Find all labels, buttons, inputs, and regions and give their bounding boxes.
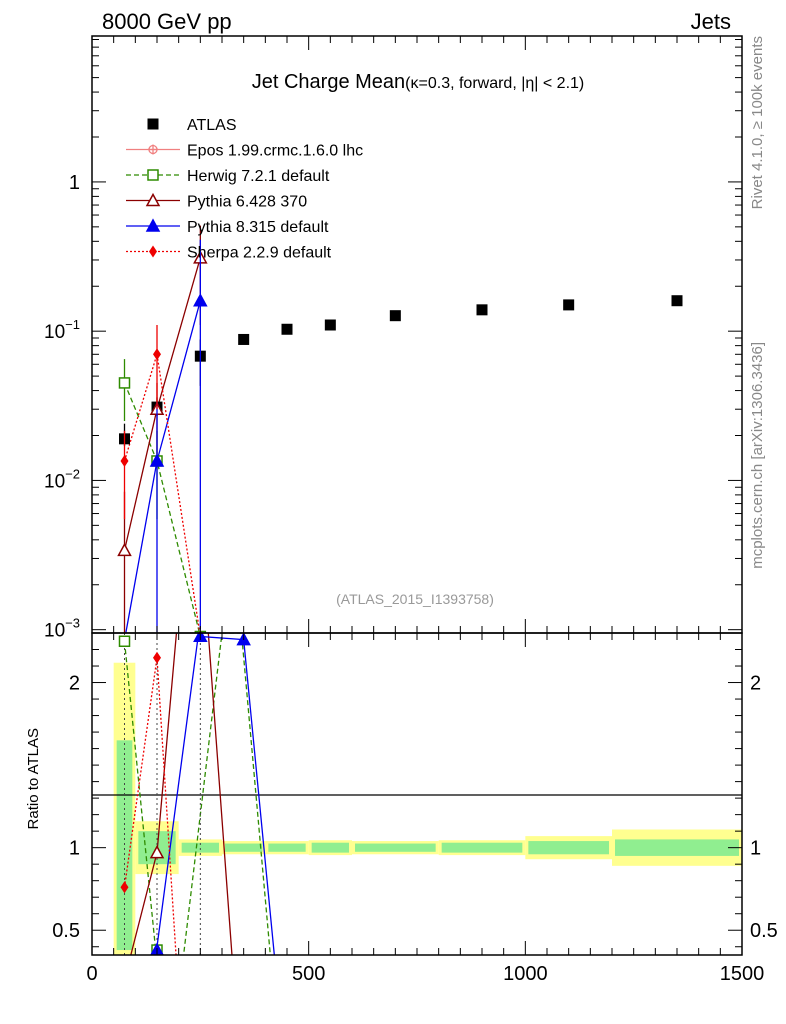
ratio-band-stat-7	[441, 842, 523, 853]
main-series-lines	[123, 257, 201, 633]
ratio-y-label: Ratio to ATLAS	[25, 728, 42, 829]
ratio-y-tick-label-left-1: 1	[69, 838, 80, 860]
main-point-atlas-9	[671, 295, 683, 307]
main-point-atlas-7	[476, 304, 488, 316]
ratio-band-stat-2	[181, 842, 219, 853]
main-point-atlas-3	[238, 333, 250, 345]
analysis-annotation: (ATLAS_2015_I1393758)	[336, 591, 494, 607]
ratio-series-markers	[118, 633, 251, 955]
main-series-markers	[117, 225, 683, 633]
ratio-point-sherpa-6	[120, 881, 129, 894]
ratio-y-tick-label-right-0.5: 0.5	[750, 920, 778, 942]
main-y-tick-label-1: 1	[69, 172, 80, 194]
ratio-line-pythia6	[130, 633, 233, 955]
legend-label-sherpa: Sherpa 2.2.9 default	[187, 245, 332, 262]
legend-marker-atlas	[147, 118, 159, 130]
main-point-herwig-0	[118, 377, 131, 389]
main-point-atlas-4	[281, 323, 293, 335]
x-tick-label-0: 0	[86, 963, 97, 985]
main-point-pythia6-0	[117, 542, 132, 557]
legend-marker-pythia6	[145, 192, 161, 207]
legend: ATLAS Epos 1.99.crmc.1.6.0 lhc Herwig 7.2.…	[126, 117, 363, 262]
ratio-point-herwig-0	[118, 635, 131, 648]
ratio-band-stat-0	[116, 740, 133, 951]
main-y-tick-label-0.001: 10−3	[44, 616, 80, 642]
chart-title-main: Jet Charge Mean	[252, 71, 405, 93]
chart-title: Jet Charge Mean(κ=0.3, forward, |η| < 2.…	[252, 71, 584, 93]
ratio-bands	[113, 662, 742, 955]
ratio-y-tick-label-left-2: 2	[69, 673, 80, 695]
ratio-y-tick-label-right-2: 2	[750, 673, 761, 695]
x-tick-label-1500: 1500	[720, 963, 765, 985]
header-category: Jets	[691, 9, 731, 34]
main-y-tick-exp: −3	[65, 616, 80, 631]
main-line-sherpa	[123, 354, 201, 633]
ratio-line-herwig	[123, 633, 271, 955]
ratio-point-pythia6-2	[149, 845, 165, 859]
x-tick-label-1000: 1000	[503, 963, 548, 985]
legend-marker-herwig	[147, 169, 159, 181]
side-label-mcplots: mcplots.cern.ch [arXiv:1306.3436]	[749, 342, 766, 569]
legend-label-epos: Epos 1.99.crmc.1.6.0 lhc	[187, 143, 363, 160]
main-point-atlas-5	[324, 319, 336, 331]
chart-title-sub: (κ=0.3, forward, |η| < 2.1)	[405, 75, 584, 92]
legend-label-pythia6: Pythia 6.428 370	[187, 194, 307, 211]
main-line-herwig	[123, 382, 201, 633]
legend-label-herwig: Herwig 7.2.1 default	[187, 168, 330, 185]
ratio-band-stat-6	[355, 843, 436, 852]
ratio-y-tick-label-right-1: 1	[750, 838, 761, 860]
ratio-line-sherpa	[123, 657, 177, 955]
main-point-sherpa-1	[153, 348, 161, 361]
ratio-band-stat-3	[225, 843, 263, 852]
main-y-tick-base: 10	[44, 322, 65, 343]
legend-marker-pythia8	[145, 218, 161, 232]
main-y-tick-base: 10	[44, 471, 65, 492]
ratio-series-lines	[123, 633, 275, 955]
main-y-tick-exp: −2	[65, 466, 80, 481]
axis-ticks	[91, 36, 743, 955]
main-point-pythia8-1	[149, 453, 165, 467]
main-y-tick-label-0.1: 10−1	[44, 317, 80, 343]
legend-marker-sherpa	[149, 245, 157, 258]
header-collision: 8000 GeV pp	[102, 9, 232, 34]
main-point-atlas-6	[389, 310, 401, 322]
ratio-band-stat-5	[311, 842, 349, 853]
ratio-band-stat-9	[615, 839, 739, 856]
main-y-tick-base: 10	[44, 621, 65, 642]
ratio-band-stat-8	[528, 841, 609, 855]
main-point-sherpa-0	[120, 454, 129, 467]
legend-label-pythia8: Pythia 8.315 default	[187, 219, 329, 236]
ratio-band-stat-4	[268, 843, 306, 852]
main-y-tick-exp: −1	[65, 317, 80, 332]
side-label-rivet: Rivet 4.1.0, ≥ 100k events	[749, 36, 766, 209]
x-tick-label-500: 500	[292, 963, 325, 985]
main-point-pythia8-2	[193, 293, 208, 307]
ratio-panel-frame	[91, 632, 743, 956]
main-y-tick-label-0.01: 10−2	[44, 466, 80, 492]
main-point-atlas-8	[563, 299, 575, 311]
legend-label-atlas: ATLAS	[187, 117, 237, 134]
ratio-y-tick-label-left-0.5: 0.5	[52, 920, 80, 942]
ratio-point-sherpa-7	[153, 651, 161, 664]
